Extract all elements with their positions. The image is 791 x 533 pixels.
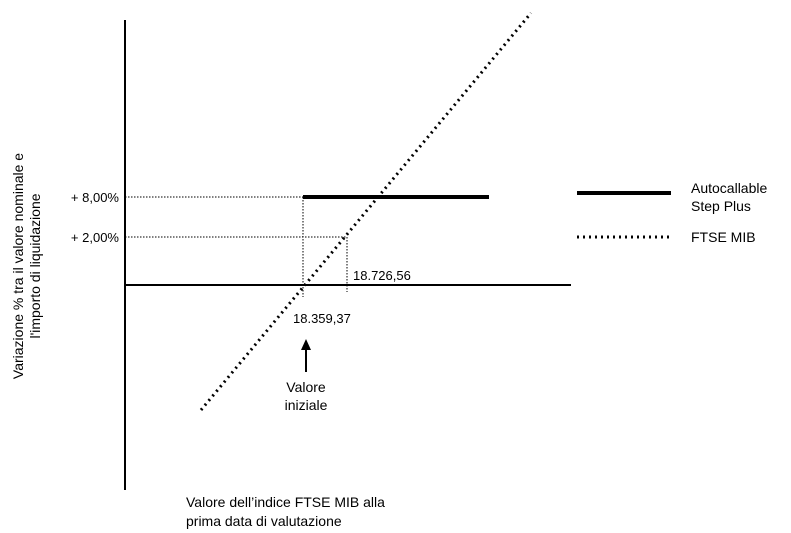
x-marker-label-initial: 18.359,37 bbox=[293, 311, 351, 326]
arrow-head bbox=[301, 339, 311, 350]
legend-label-autocallable: Autocallable Step Plus bbox=[691, 179, 786, 215]
initial-value-caption-line1: Valore bbox=[256, 378, 356, 396]
y-tick-label-2: + 2,00% bbox=[71, 230, 120, 245]
y-axis-label-line2: l'importo di liquidazione bbox=[27, 136, 43, 396]
x-marker-label-18726: 18.726,56 bbox=[353, 268, 411, 283]
x-axis-label-line1: Valore dell’indice FTSE MIB alla bbox=[186, 493, 385, 511]
y-tick-label-8: + 8,00% bbox=[71, 190, 120, 205]
y-axis-label-line1: Variazione % tra il valore nominale e bbox=[10, 136, 26, 396]
x-axis-label-line2: prima data di valutazione bbox=[186, 512, 342, 530]
initial-value-caption-line2: iniziale bbox=[256, 396, 356, 414]
series-ftse-mib-line bbox=[201, 13, 531, 410]
legend-label-ftse-mib: FTSE MIB bbox=[691, 228, 756, 246]
